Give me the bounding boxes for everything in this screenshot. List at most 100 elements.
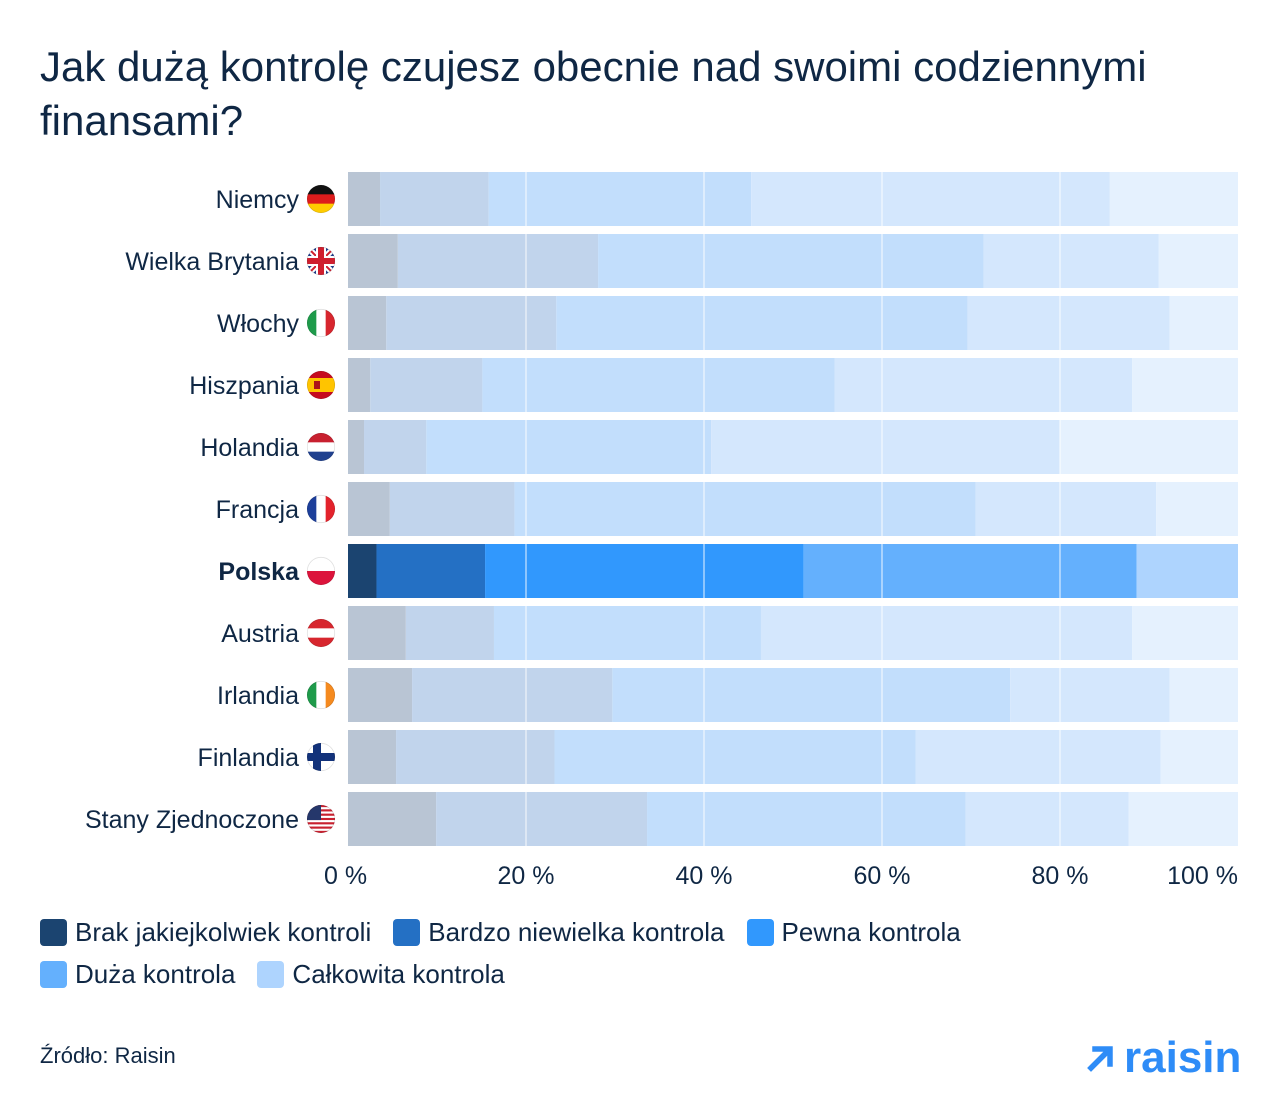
- bar-segment: [348, 606, 406, 660]
- legend-item: Pewna kontrola: [746, 916, 961, 948]
- bar-segment: [348, 668, 413, 722]
- bar-segment: [965, 792, 1129, 846]
- bar-segment: [1060, 420, 1238, 474]
- category-label: Austria: [221, 620, 299, 648]
- category-label: Hiszpania: [189, 372, 299, 400]
- bar-segment: [1128, 792, 1238, 846]
- category-label: Wielka Brytania: [125, 248, 299, 276]
- bar-segment: [711, 420, 1060, 474]
- flag-germany-icon: [306, 184, 336, 214]
- stacked-bar-chart: 0 % 20 % 40 % 60 % 80 % 100 % Niemcy Wielka Bry…: [85, 172, 1238, 890]
- source-note: Źródło: Raisin: [40, 1043, 176, 1068]
- flag-outline: [306, 618, 336, 648]
- flag-spain-icon: [306, 370, 336, 400]
- x-tick-label: 40 %: [676, 862, 733, 890]
- flag-uk-icon: [306, 246, 336, 276]
- bar-segment: [426, 420, 712, 474]
- bar-segment: [1169, 668, 1238, 722]
- flag-usa-icon: [306, 804, 336, 834]
- bar-segment: [983, 234, 1159, 288]
- bar-segment: [493, 606, 761, 660]
- x-tick-label: 60 %: [854, 862, 911, 890]
- bar-segment: [370, 358, 483, 412]
- bar-segment: [1160, 730, 1238, 784]
- legend-item: Bardzo niewielka kontrola: [393, 916, 725, 948]
- flag-outline: [306, 432, 336, 462]
- legend-swatch: [746, 918, 774, 946]
- bar-segment: [554, 730, 916, 784]
- bar-segment: [751, 172, 1110, 226]
- legend-label: Pewna kontrola: [781, 916, 961, 947]
- bar-segment: [380, 172, 489, 226]
- bar-segment: [482, 358, 835, 412]
- category-label: Irlandia: [217, 682, 299, 710]
- legend-swatch: [40, 960, 67, 988]
- bar-segment: [975, 482, 1157, 536]
- bar-segment: [1136, 544, 1238, 598]
- category-label: Holandia: [200, 434, 299, 462]
- x-tick-label: 80 %: [1032, 862, 1089, 890]
- x-tick-label: 0 %: [324, 862, 367, 890]
- bar-segment: [967, 296, 1170, 350]
- flag-ireland-icon: [306, 680, 336, 710]
- bar-segment: [397, 234, 599, 288]
- bar-segment: [1132, 358, 1238, 412]
- bar-segment: [556, 296, 968, 350]
- bar-segment: [396, 730, 555, 784]
- bar-segment: [1109, 172, 1238, 226]
- chart-legend: Brak jakiejkolwiek kontroli Bardzo niewie…: [40, 912, 1140, 996]
- legend-item: Duża kontrola: [40, 959, 235, 990]
- bar-segment: [348, 234, 398, 288]
- bar-segment: [514, 482, 976, 536]
- legend-item: Całkowita kontrola: [257, 958, 505, 990]
- flag-outline: [306, 308, 336, 338]
- bar-segment: [348, 358, 371, 412]
- flag-poland-icon: [306, 556, 336, 586]
- bar-segment: [915, 730, 1161, 784]
- bar-segment: [647, 792, 966, 846]
- chart-title: Jak dużą kontrolę czujesz obecnie nad sw…: [40, 43, 1147, 144]
- legend-label: Duża kontrola: [75, 958, 236, 989]
- bar-segment: [1158, 234, 1238, 288]
- bar-segment: [405, 606, 494, 660]
- logo-text: raisin: [1124, 1033, 1242, 1082]
- flag-finland-icon: [306, 742, 336, 772]
- legend-row: Brak jakiejkolwiek kontroli Bardzo niewie…: [40, 912, 1140, 952]
- legend-swatch: [257, 960, 285, 988]
- category-label: Francja: [216, 496, 299, 524]
- bar-segment: [1169, 296, 1238, 350]
- flag-outline: [306, 742, 336, 772]
- legend-label: Brak jakiejkolwiek kontroli: [75, 916, 372, 947]
- bar-segment: [598, 234, 984, 288]
- bar-segment: [348, 296, 387, 350]
- legend-item: Brak jakiejkolwiek kontroli: [40, 917, 371, 948]
- bar-segment: [348, 172, 381, 226]
- flag-outline: [306, 804, 336, 834]
- bar-segment: [1010, 668, 1170, 722]
- flag-outline: [306, 184, 336, 214]
- bar-segment: [1132, 606, 1238, 660]
- raisin-logo: raisin: [1084, 1032, 1241, 1084]
- legend-label: Całkowita kontrola: [292, 958, 505, 989]
- flag-netherlands-icon: [306, 432, 336, 462]
- bar-segment: [1156, 482, 1238, 536]
- category-label: Niemcy: [216, 186, 300, 214]
- x-tick-label: 20 %: [498, 862, 555, 890]
- legend-row: Duża kontrola Całkowita kontrola: [40, 954, 1140, 994]
- bar-segment: [348, 420, 365, 474]
- bar-segment: [488, 172, 752, 226]
- bar-segment: [348, 792, 437, 846]
- bar-segment: [348, 544, 377, 598]
- bar-segment: [412, 668, 613, 722]
- flag-outline: [306, 556, 336, 586]
- legend-label: Bardzo niewielka kontrola: [428, 916, 725, 947]
- bar-segment: [612, 668, 1011, 722]
- flag-outline: [306, 246, 336, 276]
- category-label: Polska: [218, 558, 300, 586]
- legend-swatch: [40, 918, 67, 946]
- flag-outline: [306, 370, 336, 400]
- bar-segment: [485, 544, 804, 598]
- bar-segment: [760, 606, 1133, 660]
- bar-segment: [436, 792, 648, 846]
- flag-austria-icon: [306, 618, 336, 648]
